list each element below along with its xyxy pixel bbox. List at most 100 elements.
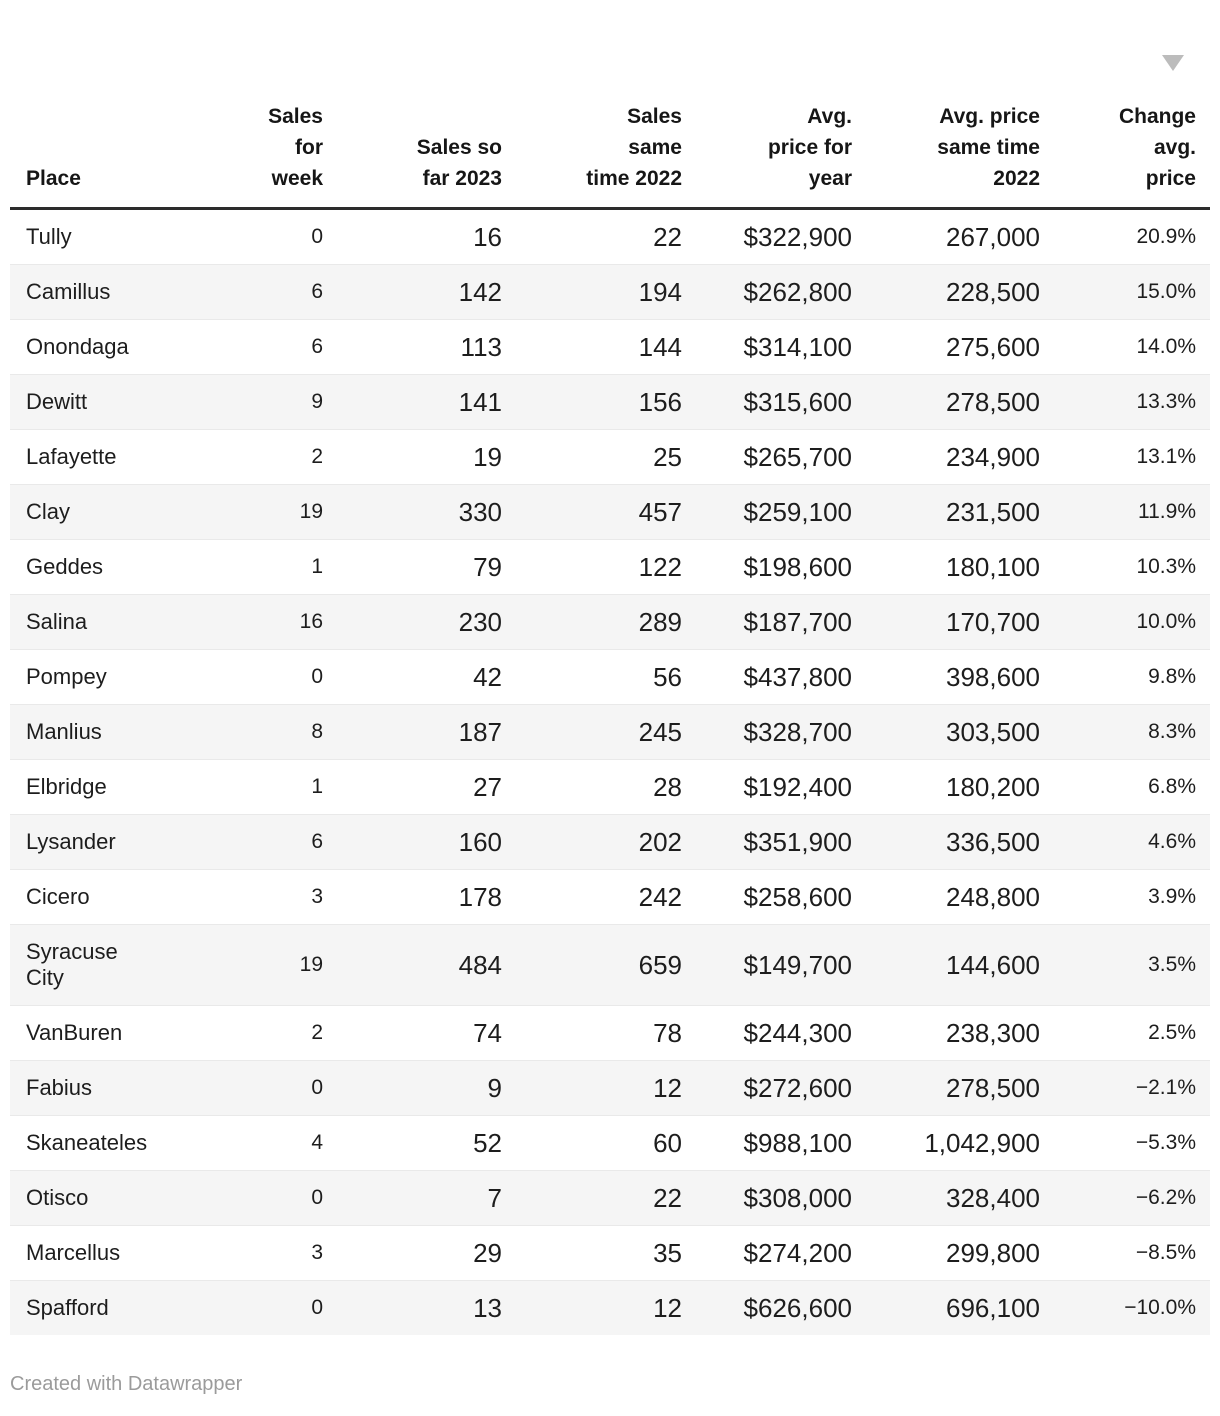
cell-sales-so-far-2023: 113 [323, 319, 502, 375]
datawrapper-attribution-link[interactable]: Created with Datawrapper [10, 1373, 243, 1395]
cell-sales-same-time-2022: 245 [502, 704, 682, 760]
cell-avg-price-for-year: $626,600 [682, 1280, 852, 1335]
cell-sales-for-week: 19 [220, 924, 323, 1006]
cell-avg-price-same-time-2022: 275,600 [852, 319, 1040, 375]
cell-change-avg-price: 13.3% [1040, 374, 1210, 430]
cell-avg-price-for-year: $274,200 [682, 1225, 852, 1281]
cell-avg-price-for-year: $262,800 [682, 264, 852, 320]
column-header-sales-same-time-2022[interactable]: Sales same time 2022 [502, 40, 682, 210]
cell-sales-so-far-2023: 52 [323, 1115, 502, 1171]
cell-avg-price-same-time-2022: 328,400 [852, 1170, 1040, 1226]
cell-sales-same-time-2022: 78 [502, 1005, 682, 1061]
cell-avg-price-same-time-2022: 231,500 [852, 484, 1040, 540]
cell-avg-price-same-time-2022: 278,500 [852, 374, 1040, 430]
cell-place: Pompey [10, 649, 220, 705]
cell-sales-so-far-2023: 19 [323, 429, 502, 485]
cell-place: Otisco [10, 1170, 220, 1226]
column-header-change-label: Change avg. price [1118, 105, 1196, 190]
cell-sales-same-time-2022: 60 [502, 1115, 682, 1171]
cell-sales-for-week: 0 [220, 1060, 323, 1116]
cell-sales-same-time-2022: 659 [502, 924, 682, 1006]
cell-avg-price-for-year: $322,900 [743, 222, 852, 252]
table-row: Camillus 6 142 194 $262,800 228,500 15.0% [10, 264, 1210, 320]
cell-avg-price-same-time-2022: 234,900 [852, 429, 1040, 485]
cell-sales-for-week: 8 [220, 704, 323, 760]
cell-sales-for-week: 1 [220, 759, 323, 815]
cell-change-avg-price: 3.9% [1040, 869, 1210, 925]
cell-avg-price-for-year: $258,600 [682, 869, 852, 925]
cell-place: Clay [10, 484, 220, 540]
cell-change-avg-price: 4.6% [1040, 814, 1210, 870]
cell-sales-same-time-2022: 289 [502, 594, 682, 650]
cell-place: Camillus [10, 264, 220, 320]
table-row: Lafayette 2 19 25 $265,700 234,900 13.1% [10, 429, 1210, 485]
cell-avg-price-same-time-2022: 696,100 [852, 1280, 1040, 1335]
cell-avg-price-same-time-2022: 267,000 [946, 222, 1040, 252]
cell-avg-price-for-year: $351,900 [682, 814, 852, 870]
table-row: Clay 19 330 457 $259,100 231,500 11.9% [10, 484, 1210, 540]
cell-change-avg-price: 20.9% [1136, 225, 1196, 248]
cell-place: Lysander [10, 814, 220, 870]
cell-sales-for-week: 2 [220, 429, 323, 485]
cell-place: Spafford [10, 1280, 220, 1335]
cell-avg-price-same-time-2022: 238,300 [852, 1005, 1040, 1061]
column-header-avg-price-same-time-2022[interactable]: Avg. price same time 2022 [852, 40, 1040, 210]
table-row: Spafford 0 13 12 $626,600 696,100 −10.0% [10, 1280, 1210, 1335]
cell-place: Manlius [10, 704, 220, 760]
table-row: Syracuse City 19 484 659 $149,700 144,600 3.5% [10, 924, 1210, 1006]
cell-avg-price-for-year: $187,700 [682, 594, 852, 650]
table-row: Tully 0 16 22 $322,900 267,000 20.9% [10, 208, 1210, 265]
cell-avg-price-for-year: $198,600 [682, 539, 852, 595]
cell-place: Onondaga [10, 319, 220, 375]
cell-sales-for-week: 4 [220, 1115, 323, 1171]
cell-sales-so-far-2023: 230 [323, 594, 502, 650]
column-header-sales-for-week[interactable]: Sales for week [220, 40, 323, 210]
cell-change-avg-price: 15.0% [1040, 264, 1210, 320]
cell-sales-for-week: 0 [220, 1280, 323, 1335]
column-header-avg-price-for-year[interactable]: Avg. price for year [682, 40, 852, 210]
table-row: Lysander 6 160 202 $351,900 336,500 4.6% [10, 814, 1210, 870]
cell-sales-same-time-2022: 242 [502, 869, 682, 925]
cell-place: Elbridge [10, 759, 220, 815]
cell-avg-price-for-year: $314,100 [682, 319, 852, 375]
cell-sales-so-far-2023: 178 [323, 869, 502, 925]
cell-sales-for-week: 0 [311, 225, 323, 248]
cell-sales-same-time-2022: 202 [502, 814, 682, 870]
cell-sales-same-time-2022: 22 [502, 1170, 682, 1226]
cell-place: Tully [26, 224, 72, 249]
cell-avg-price-for-year: $259,100 [682, 484, 852, 540]
cell-sales-for-week: 19 [220, 484, 323, 540]
cell-sales-for-week: 0 [220, 649, 323, 705]
cell-sales-so-far-2023: 13 [323, 1280, 502, 1335]
cell-avg-price-same-time-2022: 144,600 [852, 924, 1040, 1006]
cell-place: Syracuse City [10, 924, 220, 1006]
cell-avg-price-for-year: $192,400 [682, 759, 852, 815]
cell-avg-price-same-time-2022: 278,500 [852, 1060, 1040, 1116]
cell-change-avg-price: −5.3% [1040, 1115, 1210, 1171]
cell-sales-so-far-2023: 16 [473, 222, 502, 252]
column-header-place[interactable]: Place [10, 40, 220, 210]
cell-place: Marcellus [10, 1225, 220, 1281]
cell-avg-price-for-year: $149,700 [682, 924, 852, 1006]
cell-change-avg-price: −10.0% [1040, 1280, 1210, 1335]
cell-change-avg-price: 11.9% [1040, 484, 1210, 540]
cell-avg-price-same-time-2022: 1,042,900 [852, 1115, 1040, 1171]
column-header-sales-so-far-2023[interactable]: Sales so far 2023 [323, 40, 502, 210]
cell-sales-so-far-2023: 9 [323, 1060, 502, 1116]
cell-place: Lafayette [10, 429, 220, 485]
cell-avg-price-same-time-2022: 180,200 [852, 759, 1040, 815]
cell-change-avg-price: 10.0% [1040, 594, 1210, 650]
cell-sales-same-time-2022: 194 [502, 264, 682, 320]
cell-place: Cicero [10, 869, 220, 925]
cell-avg-price-same-time-2022: 398,600 [852, 649, 1040, 705]
cell-change-avg-price: 3.5% [1040, 924, 1210, 1006]
cell-sales-same-time-2022: 28 [502, 759, 682, 815]
cell-place: Fabius [10, 1060, 220, 1116]
cell-sales-so-far-2023: 142 [323, 264, 502, 320]
column-header-change-avg-price[interactable]: Change avg. price [1040, 40, 1210, 210]
table-row: Marcellus 3 29 35 $274,200 299,800 −8.5% [10, 1225, 1210, 1281]
cell-sales-for-week: 3 [220, 869, 323, 925]
cell-avg-price-for-year: $308,000 [682, 1170, 852, 1226]
table-row: Fabius 0 9 12 $272,600 278,500 −2.1% [10, 1060, 1210, 1116]
